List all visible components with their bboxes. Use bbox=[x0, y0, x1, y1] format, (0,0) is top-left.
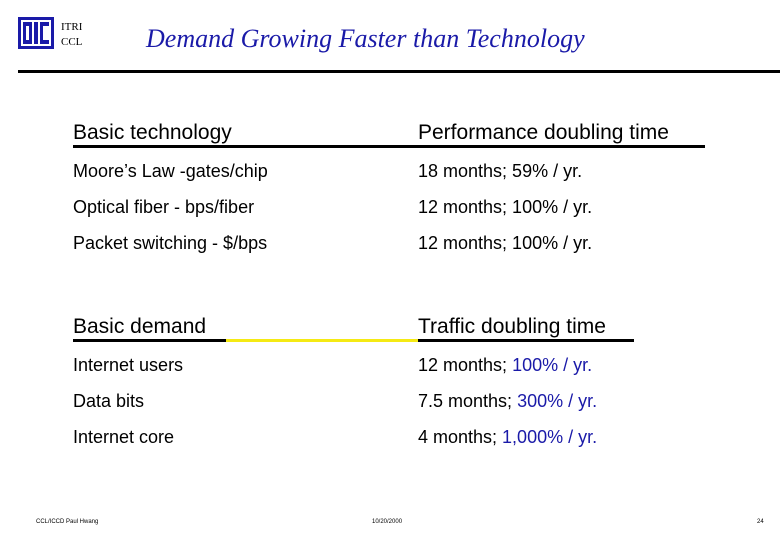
demand-header-underline-highlight bbox=[226, 339, 418, 342]
logo-label: ITRI CCL bbox=[61, 20, 82, 50]
demand-value-prefix: 4 months; bbox=[418, 427, 503, 447]
demand-name: Data bits bbox=[73, 391, 145, 411]
demand-value: 7.5 months; 300% / yr. bbox=[418, 391, 597, 412]
title-divider bbox=[18, 70, 780, 73]
demand-value-highlight: 300% / yr. bbox=[517, 391, 598, 411]
technology-name: Moore’s Law -gates/chip bbox=[73, 161, 268, 181]
technology-header-left: Basic technology bbox=[73, 121, 232, 144]
demand-value-prefix: 12 months; bbox=[418, 355, 513, 375]
technology-header-right: Performance doubling time bbox=[418, 121, 669, 144]
footer-date: 10/20/2000 bbox=[372, 519, 403, 525]
technology-value: 12 months; 100% / yr. bbox=[418, 233, 593, 253]
itri-logo-icon bbox=[18, 17, 54, 49]
demand-header-left: Basic demand bbox=[73, 315, 207, 338]
logo-line-2: CCL bbox=[61, 36, 83, 48]
technology-value: 18 months; 59% / yr. bbox=[418, 161, 583, 181]
demand-value-highlight: 1,000% / yr. bbox=[502, 427, 598, 447]
demand-name: Internet users bbox=[73, 355, 184, 375]
demand-value: 4 months; 1,000% / yr. bbox=[418, 427, 597, 448]
technology-name: Packet switching - $/bps bbox=[73, 233, 268, 253]
footer-page-number: 24 bbox=[757, 519, 764, 525]
demand-value-highlight: 100% / yr. bbox=[512, 355, 593, 375]
technology-header-underline bbox=[73, 145, 705, 148]
demand-header-right: Traffic doubling time bbox=[418, 315, 606, 338]
demand-value-prefix: 7.5 months; bbox=[418, 391, 518, 411]
demand-header-underline-left bbox=[73, 339, 226, 342]
footer-author: CCL/ICCD Paul Hwang bbox=[36, 519, 99, 525]
demand-header-underline-right bbox=[418, 339, 634, 342]
demand-value: 12 months; 100% / yr. bbox=[418, 355, 592, 376]
slide-title: Demand Growing Faster than Technology bbox=[146, 24, 585, 53]
technology-name: Optical fiber - bps/fiber bbox=[73, 197, 255, 217]
demand-name: Internet core bbox=[73, 427, 175, 447]
technology-value: 12 months; 100% / yr. bbox=[418, 197, 593, 217]
logo-line-1: ITRI bbox=[61, 21, 83, 33]
